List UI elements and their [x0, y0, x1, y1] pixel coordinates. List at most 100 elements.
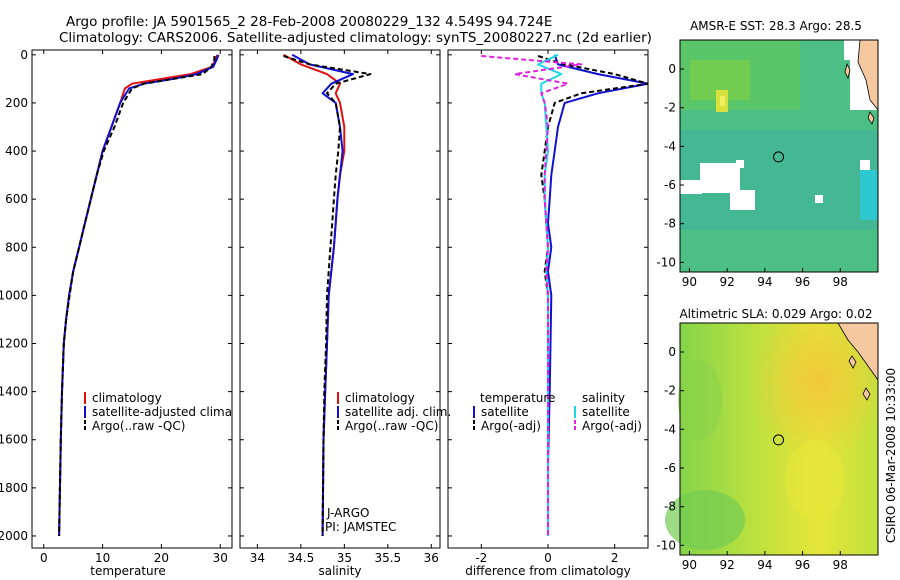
legend-label-temp-satellite: satellite [481, 405, 529, 419]
y-tick-label: 800 [5, 240, 28, 254]
land-island [862, 387, 871, 401]
sst-map-ticks: 90 92 94 96 98 0 -2 -4 -6 -8 -10 [656, 62, 848, 289]
series-line-climatology [283, 53, 346, 537]
legend-label-sal-satellite: satellite [582, 405, 630, 419]
map-x-tick-label: 96 [795, 275, 810, 289]
salinity-axes-frame [239, 49, 441, 549]
sst-missing-data [730, 190, 755, 210]
x-tick-label: 10 [95, 551, 110, 565]
salinity-series [283, 53, 372, 537]
temperature-panel: 0 200 400 600 800 1000 1200 1400 1600 1800 2000 0 1… [0, 48, 270, 578]
float-program-annotation: J-ARGO [326, 506, 369, 520]
sst-missing-data [860, 160, 870, 170]
salinity-x-ticks: 34 34.5 35 35.5 36 [250, 50, 439, 565]
y-tick-label: 400 [5, 144, 28, 158]
salinity-legend: climatology satellite adj. clim. Argo(..… [337, 391, 451, 433]
difference-x-ticks: -2 0 2 [475, 50, 618, 565]
x-tick-label: 2 [611, 551, 619, 565]
float-pi-annotation: PI: JAMSTEC [325, 520, 396, 534]
x-tick-label: 35 [337, 551, 352, 565]
map-y-tick-label: -4 [664, 139, 676, 153]
map-x-tick-label: 94 [757, 275, 772, 289]
y-tick-label: 1800 [0, 481, 28, 495]
salinity-xlabel: salinity [318, 564, 361, 578]
x-tick-label: 36 [424, 551, 439, 565]
sla-map-ticks: 90 92 94 96 98 0 -2 -4 -6 -8 -10 [656, 345, 848, 572]
y-tick-label: 1400 [0, 385, 28, 399]
legend-label-climatology: climatology [92, 391, 162, 405]
legend-label-temp-argo: Argo(-adj) [481, 419, 541, 433]
temperature-y-ticks: 0 200 400 600 800 1000 1200 1400 1600 1800 2000 [0, 48, 232, 543]
x-tick-label: 34.5 [288, 551, 315, 565]
map-y-tick-label: -4 [664, 422, 676, 436]
difference-y-ticks [448, 54, 648, 537]
legend-label-argo: Argo(..raw -QC) [345, 419, 438, 433]
series-line-climatology [58, 54, 219, 537]
legend-label-climatology: climatology [345, 391, 415, 405]
y-tick-label: 200 [5, 96, 28, 110]
temperature-legend: climatology satellite-adjusted climatolo… [84, 391, 270, 433]
argo-location-marker [773, 434, 784, 446]
timestamp-label: CSIRO 06-Mar-2008 10:33:00 [884, 368, 898, 543]
map-y-tick-label: -6 [664, 461, 676, 475]
legend-header-temperature: temperature [480, 391, 555, 405]
map-y-tick-label: -6 [664, 178, 676, 192]
y-tick-label: 0 [20, 48, 28, 62]
x-tick-label: 34 [250, 551, 265, 565]
sla-low-region [678, 360, 722, 440]
x-tick-label: -2 [475, 551, 487, 565]
series-line-argo-raw-qc- [58, 56, 216, 537]
sst-map-title: AMSR-E SST: 28.3 Argo: 28.5 [690, 19, 862, 33]
x-tick-label: 0 [544, 551, 552, 565]
map-y-tick-label: -2 [664, 384, 676, 398]
sla-low-region [665, 490, 745, 550]
land-island [844, 62, 851, 80]
sst-map-frame [679, 39, 879, 273]
map-x-tick-label: 92 [720, 558, 735, 572]
sst-missing-data [680, 180, 702, 194]
temperature-x-ticks: 0 10 20 30 [40, 50, 228, 565]
map-y-tick-label: -2 [664, 101, 676, 115]
sla-map-title: Altimetric SLA: 0.029 Argo: 0.02 [679, 307, 872, 321]
sla-map: Altimetric SLA: 0.029 Argo: 0.02 90 92 94 9… [656, 307, 879, 572]
x-tick-label: 35.5 [374, 551, 401, 565]
difference-xlabel: difference from climatology [465, 564, 631, 578]
map-y-tick-label: 0 [668, 345, 676, 359]
map-y-tick-label: 0 [668, 62, 676, 76]
sst-map: AMSR-E SST: 28.3 Argo: 28.5 90 92 94 96 98 0 -… [656, 19, 879, 289]
map-y-tick-label: -8 [664, 500, 676, 514]
legend-label-argo: Argo(..raw -QC) [92, 419, 185, 433]
sst-missing-data [700, 163, 740, 193]
map-y-tick-label: -8 [664, 217, 676, 231]
map-y-tick-label: -10 [656, 538, 676, 552]
difference-series [481, 53, 648, 536]
y-tick-label: 600 [5, 192, 28, 206]
x-tick-label: 0 [40, 551, 48, 565]
x-tick-label: 20 [154, 551, 169, 565]
salinity-panel: 34 34.5 35 35.5 36 salinity climatology sate… [239, 49, 451, 578]
y-tick-label: 2000 [0, 529, 28, 543]
series-line-salinity-argo-adj- [481, 55, 583, 536]
sst-cool-patch [860, 170, 878, 220]
land-island [867, 111, 875, 125]
sla-high-region [785, 440, 845, 520]
map-x-tick-label: 90 [682, 275, 697, 289]
map-x-tick-label: 94 [757, 558, 772, 572]
map-x-tick-label: 96 [795, 558, 810, 572]
legend-label-satellite: satellite adj. clim. [345, 405, 451, 419]
y-tick-label: 1600 [0, 433, 28, 447]
legend-label-satellite: satellite-adjusted climatology [92, 405, 270, 419]
sst-missing-data [815, 195, 823, 203]
sst-hotspot [720, 96, 725, 106]
figure-title-line2: Climatology: CARS2006. Satellite-adjuste… [59, 30, 652, 46]
y-tick-label: 1200 [0, 337, 28, 351]
map-y-tick-label: -10 [656, 255, 676, 269]
figure-title-line1: Argo profile: JA 5901565_2 28-Feb-2008 2… [66, 14, 552, 30]
land-island [848, 355, 857, 369]
y-tick-label: 1000 [0, 288, 28, 302]
temperature-xlabel: temperature [90, 564, 165, 578]
map-x-tick-label: 98 [833, 275, 848, 289]
sst-missing-data [736, 160, 744, 168]
difference-legend: temperature satellite Argo(-adj) salinit… [473, 391, 642, 433]
